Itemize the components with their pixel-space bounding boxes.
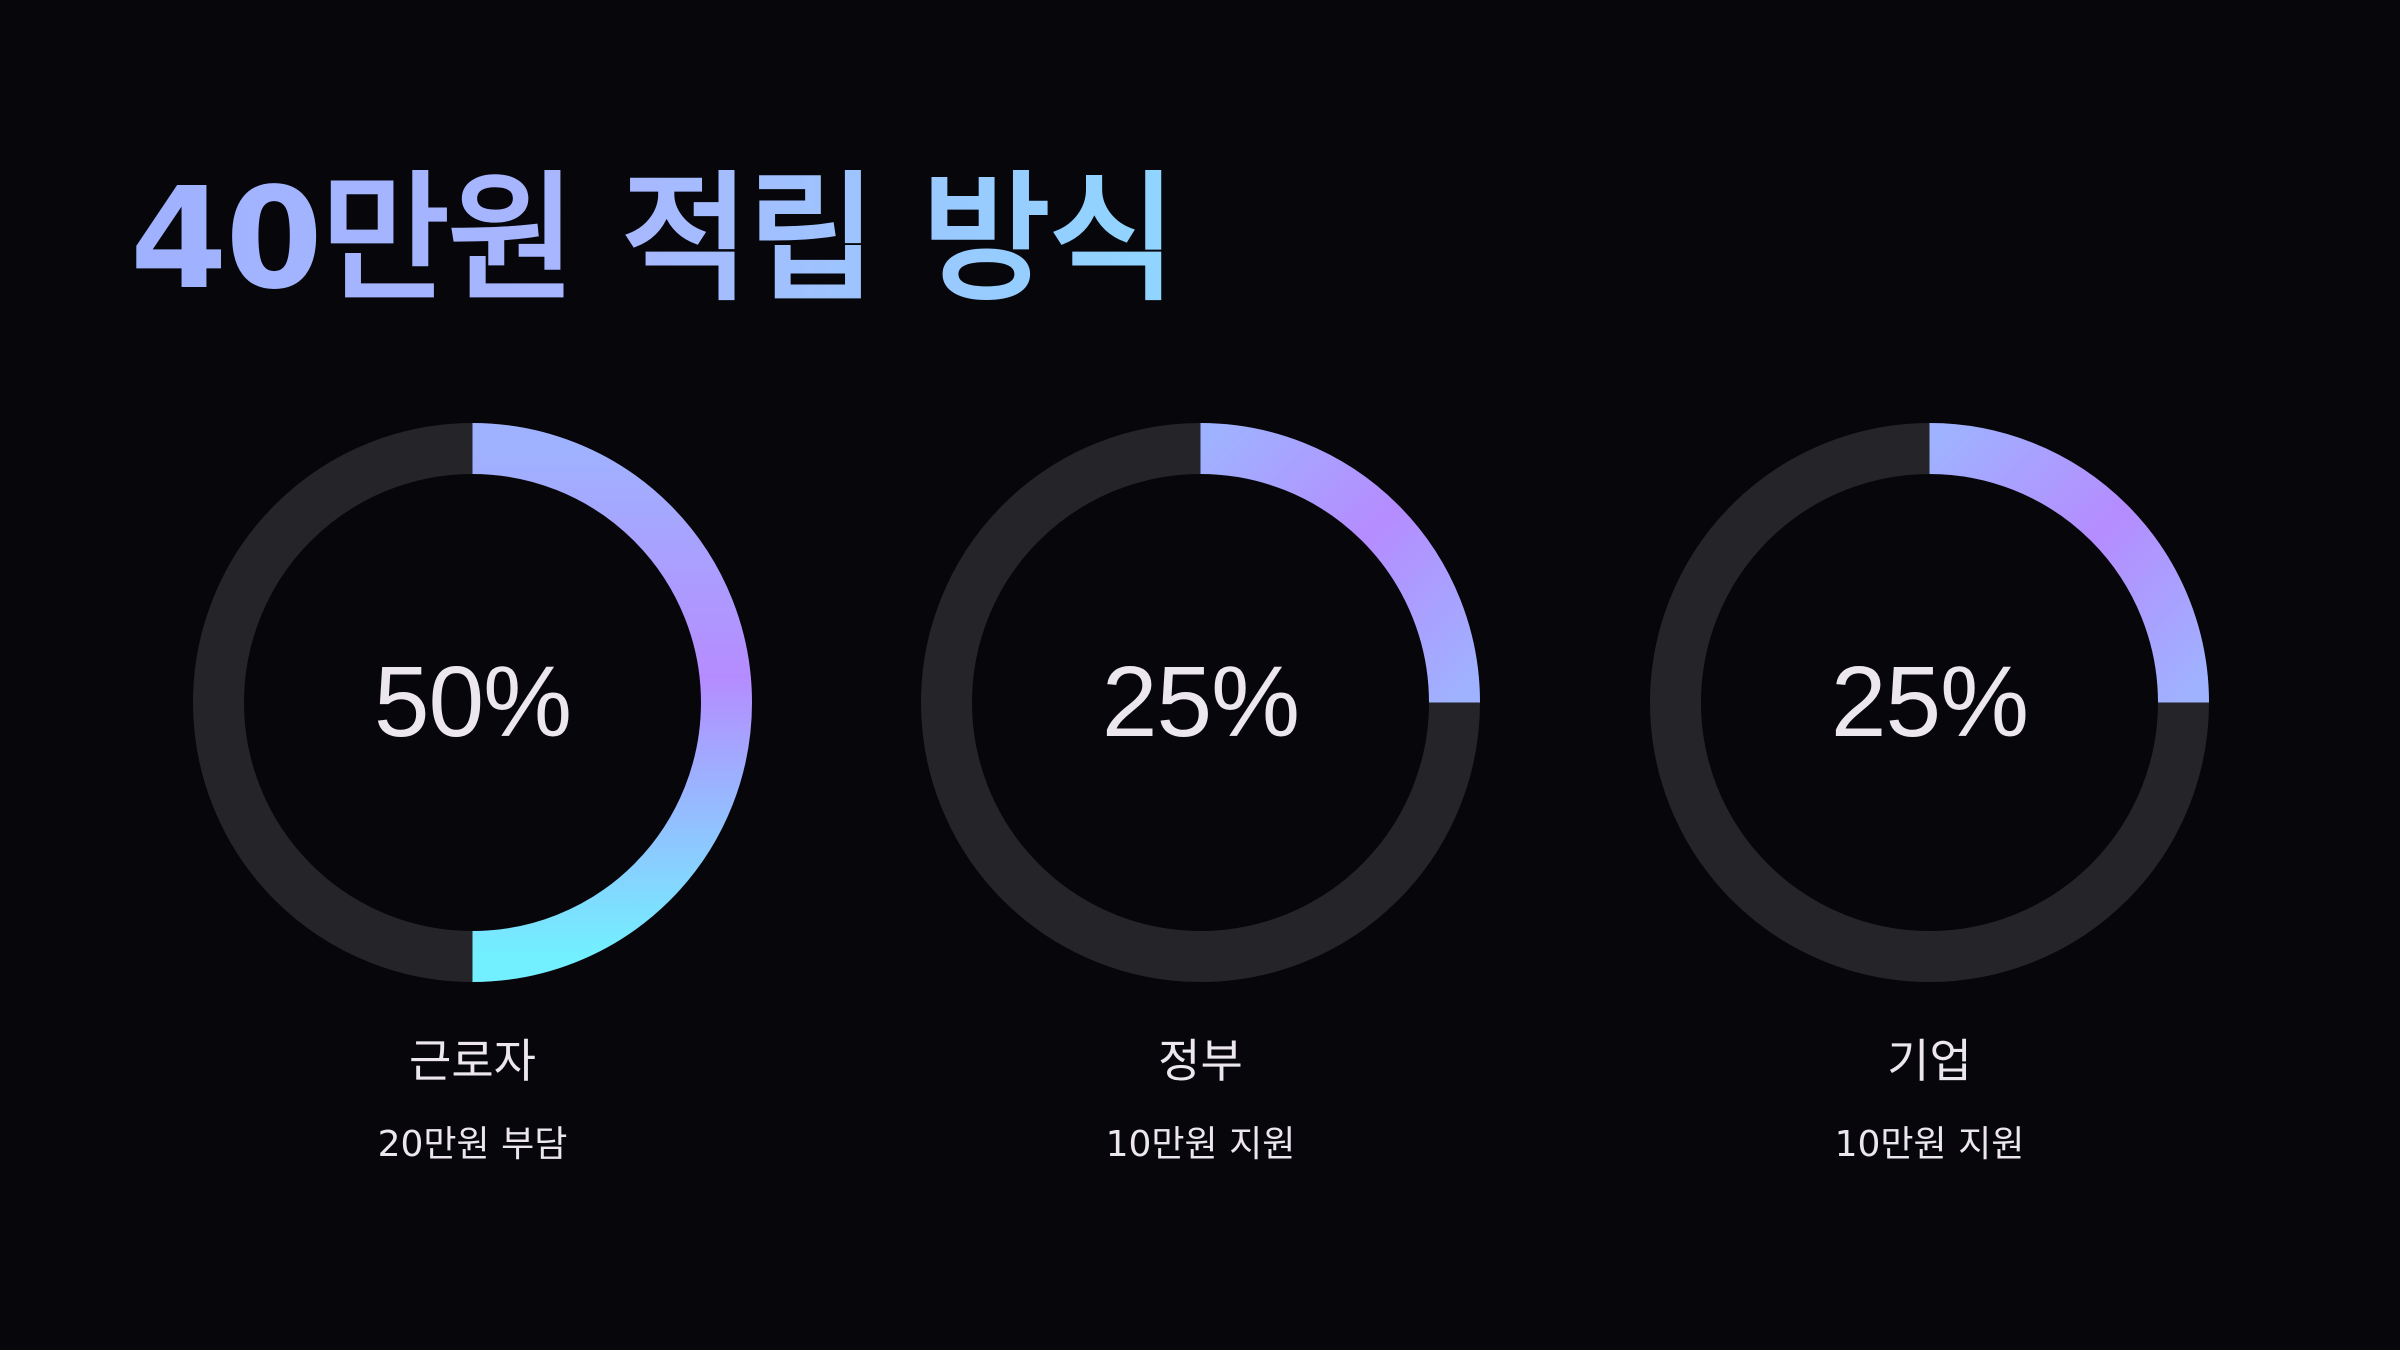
label-government: 정부 <box>1158 1034 1243 1088</box>
donut-arc-government <box>1200 423 1480 703</box>
percent-label-worker: 50% <box>373 646 572 758</box>
donut-chart-worker: 50% <box>190 420 755 985</box>
sublabel-government: 10만원 지원 <box>1105 1124 1296 1165</box>
donut-chart-company: 25% <box>1647 420 2212 985</box>
donut-chart-government: 25% <box>918 420 1483 985</box>
donut-arc-worker <box>472 423 752 982</box>
sublabel-company: 10만원 지원 <box>1834 1124 2025 1165</box>
label-company: 기업 <box>1887 1034 1972 1088</box>
donut-svg-company <box>1650 423 2209 982</box>
percent-label-government: 25% <box>1101 646 1300 758</box>
page-title: 40만원 적립 방식 <box>130 158 1177 321</box>
percent-label-company: 25% <box>1830 646 2029 758</box>
label-worker: 근로자 <box>409 1034 536 1088</box>
sublabel-worker: 20만원 부담 <box>377 1124 568 1165</box>
donut-svg-government <box>921 423 1480 982</box>
donut-arc-company <box>1929 423 2209 703</box>
donut-svg-worker <box>193 423 752 982</box>
